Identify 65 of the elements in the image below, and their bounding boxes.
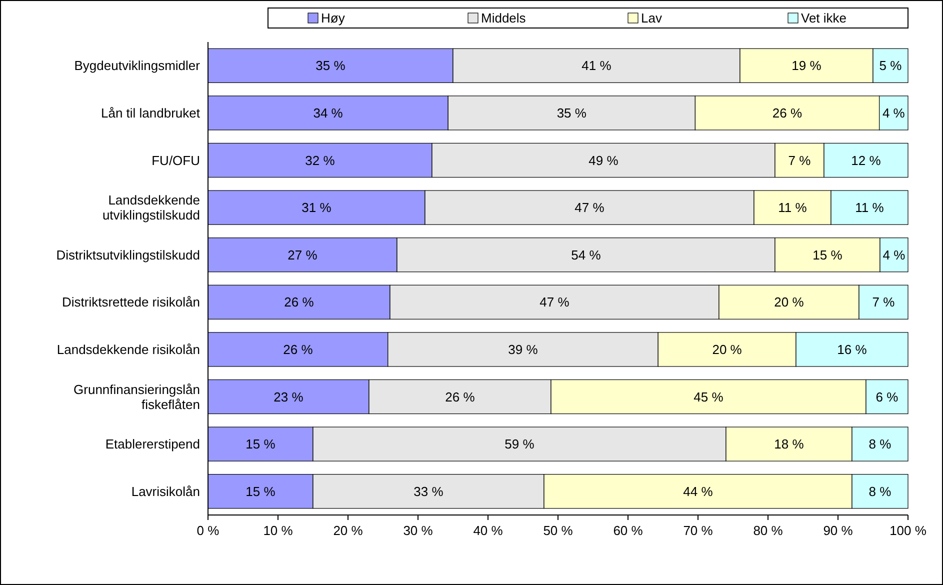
y-tick-label: Distriktsutviklingstilskudd bbox=[56, 247, 200, 262]
data-label: 8 % bbox=[868, 484, 892, 499]
x-tick-label: 70 % bbox=[683, 523, 714, 538]
x-tick-label: 20 % bbox=[333, 523, 364, 538]
data-label: 11 % bbox=[855, 200, 884, 216]
data-label: 26 % bbox=[284, 294, 314, 310]
data-label: 15 % bbox=[246, 484, 276, 499]
data-label: 12 % bbox=[851, 152, 882, 168]
y-tick-label: Lavrisikolån bbox=[131, 484, 200, 499]
x-tick-label: 50 % bbox=[543, 523, 574, 538]
data-label: 8 % bbox=[868, 436, 892, 452]
y-tick-label: FU/OFU bbox=[152, 152, 200, 168]
data-label: 4 % bbox=[882, 106, 906, 120]
x-tick-label: 40 % bbox=[473, 523, 504, 538]
x-tick-label: 100 % bbox=[890, 523, 927, 538]
y-tick-label: Distriktsrettede risikolån bbox=[62, 294, 200, 310]
data-label: 33 % bbox=[414, 484, 444, 499]
x-tick-label: 60 % bbox=[613, 523, 644, 538]
legend-label: Lav bbox=[641, 10, 662, 26]
data-label: 6 % bbox=[876, 389, 899, 404]
x-tick-label: 0 % bbox=[196, 523, 220, 538]
data-label: 20 % bbox=[774, 294, 804, 310]
data-label: 15 % bbox=[812, 247, 843, 262]
data-label: 31 % bbox=[302, 200, 332, 216]
data-label: 54 % bbox=[571, 247, 602, 262]
data-label: 59 % bbox=[504, 436, 535, 452]
y-tick-label: Landsdekkende utviklingstilskudd bbox=[102, 192, 200, 223]
data-label: 44 % bbox=[683, 484, 714, 499]
x-tick-label: 80 % bbox=[753, 523, 784, 538]
legend-label: Vet ikke bbox=[801, 10, 847, 26]
data-label: 15 % bbox=[246, 436, 276, 452]
data-label: 5 % bbox=[879, 58, 902, 74]
data-label: 35 % bbox=[556, 106, 587, 120]
data-label: 7 % bbox=[872, 294, 896, 310]
data-label: 45 % bbox=[694, 389, 724, 404]
y-tick-label: Lån til landbruket bbox=[100, 106, 200, 120]
data-label: 7 % bbox=[788, 152, 812, 168]
data-label: 41 % bbox=[582, 58, 612, 74]
data-label: 32 % bbox=[305, 152, 336, 168]
data-label: 18 % bbox=[774, 436, 804, 452]
x-tick-label: 10 % bbox=[263, 523, 294, 538]
y-tick-label: Etablererstipend bbox=[105, 436, 200, 452]
data-label: 19 % bbox=[792, 58, 822, 74]
legend-label: Middels bbox=[481, 10, 526, 26]
data-label: 27 % bbox=[288, 247, 318, 262]
x-tick-label: 90 % bbox=[823, 523, 854, 538]
data-label: 23 % bbox=[274, 389, 304, 404]
data-label: 34 % bbox=[313, 106, 344, 120]
data-label: 16 % bbox=[837, 342, 868, 357]
data-label: 39 % bbox=[508, 342, 538, 357]
y-tick-label: Bygdeutviklingsmidler bbox=[74, 58, 201, 74]
data-label: 47 % bbox=[574, 200, 605, 216]
data-label: 26 % bbox=[772, 106, 802, 120]
data-label: 35 % bbox=[316, 58, 346, 74]
data-label: 26 % bbox=[445, 389, 476, 404]
y-tick-label: Grunnfinansieringslån fiskeflåten bbox=[74, 382, 200, 412]
data-label: 49 % bbox=[588, 152, 619, 168]
x-tick-label: 30 % bbox=[403, 523, 434, 538]
data-label: 20 % bbox=[712, 342, 742, 357]
y-tick-label: Landsdekkende risikolån bbox=[56, 342, 200, 357]
legend-label: Høy bbox=[321, 10, 346, 26]
data-label: 4 % bbox=[882, 247, 906, 262]
data-label: 26 % bbox=[283, 342, 314, 357]
data-label: 47 % bbox=[540, 294, 570, 310]
data-label: 11 % bbox=[778, 200, 808, 216]
